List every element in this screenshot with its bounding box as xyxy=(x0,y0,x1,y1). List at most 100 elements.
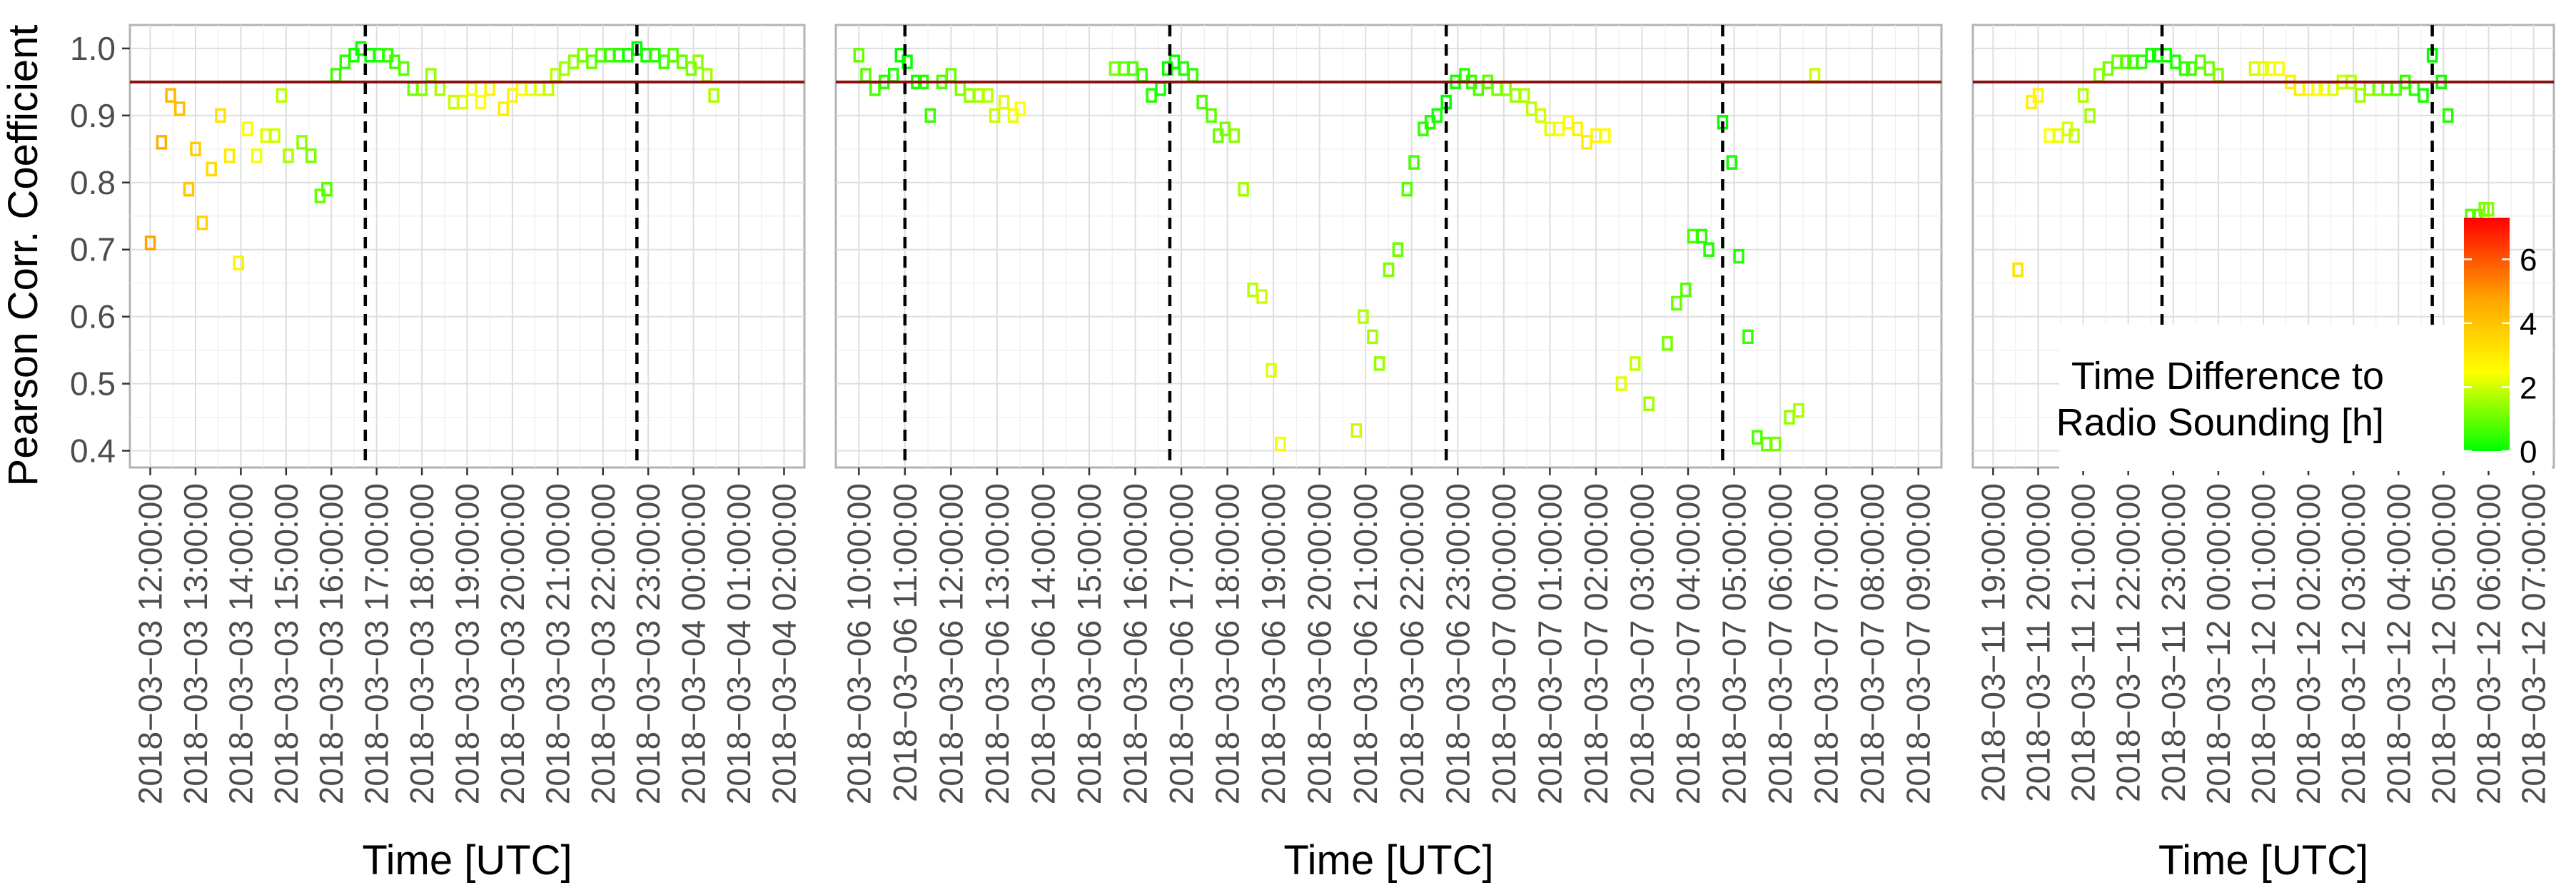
x-tick-label: 2018−03−07 03:00:00 xyxy=(1623,483,1660,804)
x-tick-label: 2018−03−12 05:00:00 xyxy=(2425,483,2462,804)
x-tick-label: 2018−03−06 20:00:00 xyxy=(1301,483,1338,804)
data-point xyxy=(1350,423,1363,438)
data-point xyxy=(457,94,468,110)
data-point xyxy=(1733,248,1744,264)
x-tick-label: 2018−03−07 07:00:00 xyxy=(1808,483,1845,804)
x-tick-label: 2018−03−11 23:00:00 xyxy=(2155,483,2192,802)
data-point xyxy=(1630,356,1641,371)
data-point xyxy=(1392,242,1404,257)
data-point xyxy=(1358,309,1369,324)
data-point xyxy=(174,101,186,116)
x-tick-label: 2018−03−04 01:00:00 xyxy=(720,483,757,804)
data-point xyxy=(1014,101,1026,116)
x-tick-label: 2018−03−12 01:00:00 xyxy=(2245,483,2282,804)
x-tick-label: 2018−03−06 22:00:00 xyxy=(1393,483,1430,804)
legend: Time Difference to Radio Sounding [h] 0 2… xyxy=(2056,218,2552,471)
data-point xyxy=(305,148,317,163)
data-point xyxy=(998,94,1010,110)
data-point xyxy=(1671,295,1682,311)
data-point xyxy=(1703,242,1714,257)
data-point xyxy=(1206,108,1217,123)
data-point xyxy=(1769,436,1782,452)
data-point xyxy=(1401,181,1413,197)
legend-tick-label: 2 xyxy=(2520,370,2537,405)
data-point xyxy=(1643,396,1655,412)
data-point xyxy=(1726,155,1738,170)
x-tick-label: 2018−03−12 03:00:00 xyxy=(2335,483,2372,804)
data-point xyxy=(2032,88,2044,103)
y-tick-label: 0.5 xyxy=(70,365,116,403)
x-tick-label: 2018−03−07 05:00:00 xyxy=(1716,483,1753,804)
data-point xyxy=(242,121,253,136)
data-point xyxy=(1408,155,1420,170)
data-point xyxy=(206,161,217,177)
data-point xyxy=(196,215,208,231)
y-tick-label: 0.9 xyxy=(70,97,116,134)
data-point xyxy=(1742,329,1754,345)
x-tick-label: 2018−03−03 20:00:00 xyxy=(494,483,531,804)
x-tick-label: 2018−03−03 17:00:00 xyxy=(358,483,395,804)
data-point xyxy=(1793,403,1804,418)
x-tick-label: 2018−03−12 02:00:00 xyxy=(2290,483,2327,804)
x-tick-label: 2018−03−06 10:00:00 xyxy=(840,483,877,804)
x-tick-label: 2018−03−03 23:00:00 xyxy=(630,483,667,804)
data-point xyxy=(1373,356,1385,371)
data-point xyxy=(398,61,410,76)
data-point xyxy=(215,108,226,123)
x-tick-label: 2018−03−06 17:00:00 xyxy=(1163,483,1200,804)
data-point xyxy=(1519,88,1530,103)
legend-colorbar: 0 2 4 6 xyxy=(2464,218,2537,470)
x-tick-label: 2018−03−11 22:00:00 xyxy=(2110,483,2147,802)
legend-tick-label: 6 xyxy=(2520,243,2537,278)
y-axis-title: Pearson Corr. Coefficient xyxy=(0,25,46,487)
legend-tick-label: 4 xyxy=(2520,307,2537,342)
data-point xyxy=(924,108,936,123)
x-tick-label: 2018−03−06 11:00:00 xyxy=(887,483,924,802)
data-point xyxy=(190,141,201,157)
x-axis-title: Time [UTC] xyxy=(2158,837,2368,884)
data-point xyxy=(283,148,294,163)
data-point xyxy=(1275,436,1286,452)
legend-gradient xyxy=(2464,218,2510,451)
data-point xyxy=(692,54,704,69)
data-point xyxy=(1256,289,1268,304)
data-point xyxy=(1196,94,1208,110)
panel-1: 2018−03−03 12:00:00 2018−03−03 13:00:00 20… xyxy=(70,24,806,884)
x-tick-label: 2018−03−03 19:00:00 xyxy=(449,483,486,804)
x-tick-label: 2018−03−04 02:00:00 xyxy=(765,483,802,804)
x-tick-label: 2018−03−03 21:00:00 xyxy=(539,483,576,804)
data-point xyxy=(708,88,719,103)
data-point xyxy=(2482,202,2495,217)
data-point xyxy=(1572,121,1583,136)
y-tick-label: 0.6 xyxy=(70,298,116,335)
data-point xyxy=(1228,128,1241,143)
x-tick-label: 2018−03−03 13:00:00 xyxy=(177,483,214,804)
legend-title-line-1: Time Difference to xyxy=(2071,355,2384,398)
data-point xyxy=(2418,88,2429,103)
data-point xyxy=(165,88,176,103)
data-point xyxy=(2084,108,2096,123)
x-tick-label: 2018−03−03 16:00:00 xyxy=(313,483,350,804)
x-tick-label: 2018−03−07 04:00:00 xyxy=(1670,483,1707,804)
x-tick-label: 2018−03−06 18:00:00 xyxy=(1209,483,1246,804)
x-tick-label: 2018−03−06 12:00:00 xyxy=(932,483,969,804)
data-point xyxy=(269,128,281,143)
x-tick-label: 2018−03−06 13:00:00 xyxy=(979,483,1016,804)
data-point xyxy=(901,54,913,69)
data-point xyxy=(1431,108,1443,123)
x-tick-label: 2018−03−12 00:00:00 xyxy=(2200,483,2237,804)
data-point xyxy=(1238,181,1249,197)
x-tick-label: 2018−03−03 15:00:00 xyxy=(268,483,305,804)
x-tick-label: 2018−03−03 14:00:00 xyxy=(222,483,259,804)
data-point xyxy=(321,181,333,197)
x-tick-label: 2018−03−11 19:00:00 xyxy=(1974,483,2011,802)
data-point xyxy=(1615,376,1627,391)
x-tick-label: 2018−03−12 07:00:00 xyxy=(2515,483,2552,804)
x-tick-label: 2018−03−06 15:00:00 xyxy=(1071,483,1108,804)
data-point xyxy=(233,256,244,270)
data-point xyxy=(2258,61,2269,76)
y-tick-label: 0.7 xyxy=(70,231,116,268)
legend-title-line-2: Radio Sounding [h] xyxy=(2056,401,2384,444)
data-point xyxy=(1266,363,1277,378)
data-point xyxy=(2012,262,2024,278)
